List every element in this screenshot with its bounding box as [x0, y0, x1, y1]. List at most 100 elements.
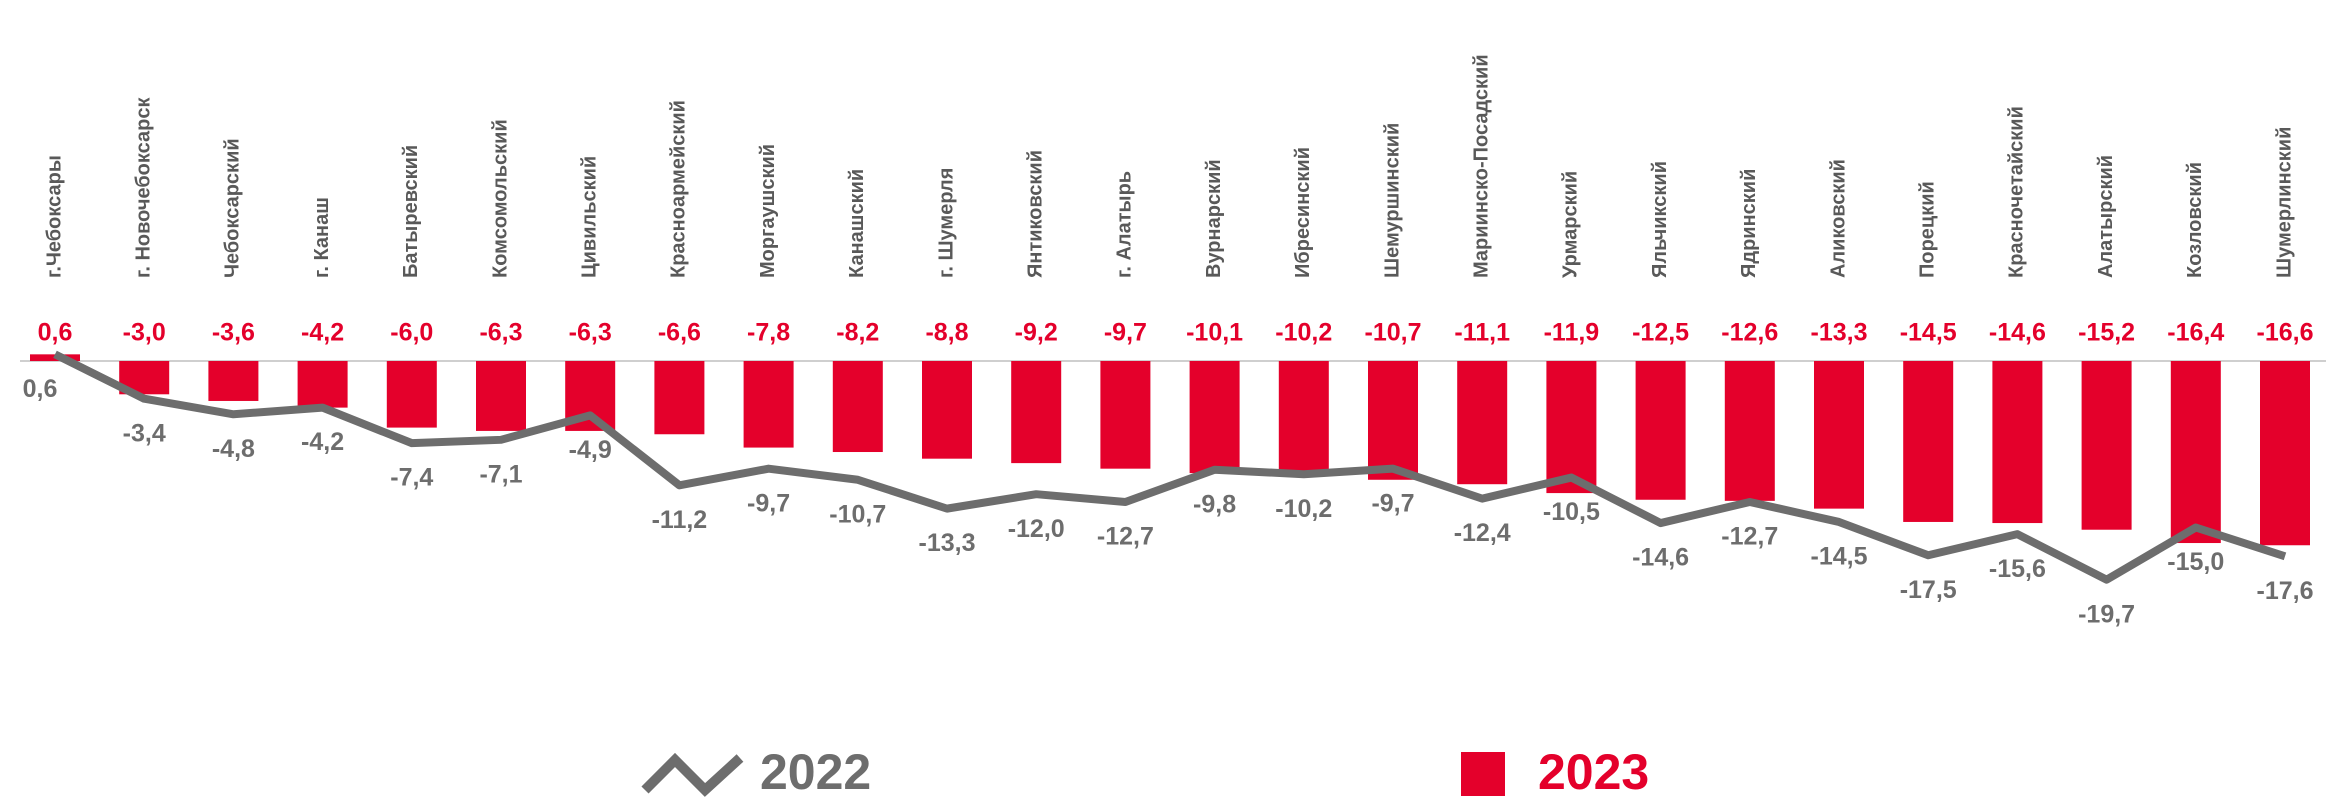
- line-value-label: -12,7: [1097, 523, 1154, 551]
- category-label: Ядринский: [1738, 169, 1760, 278]
- line-value-label: -9,7: [747, 489, 790, 517]
- bar: [922, 361, 972, 459]
- category-label: Красночетайский: [2006, 106, 2028, 278]
- bar-value-label: -9,7: [1104, 319, 1147, 347]
- legend-label: 2023: [1538, 744, 1649, 797]
- bar: [1635, 361, 1686, 500]
- line-value-label: -12,4: [1454, 519, 1511, 547]
- bar: [1724, 361, 1775, 501]
- bar: [2081, 361, 2132, 530]
- line-value-label: -7,1: [479, 460, 522, 488]
- category-label: Чебоксарский: [222, 138, 244, 278]
- bar-value-label: -16,4: [2167, 319, 2224, 347]
- bar-value-label: -14,6: [1989, 319, 2046, 347]
- category-label: Аликовский: [1827, 159, 1849, 278]
- bar-value-label: -8,8: [925, 319, 968, 347]
- bar: [1368, 361, 1418, 480]
- bar: [297, 361, 348, 408]
- bar-value-label: -6,3: [569, 319, 612, 347]
- bar-value-label: -8,2: [836, 319, 879, 347]
- bar-value-label: -13,3: [1811, 319, 1868, 347]
- category-label: г. Канаш: [311, 197, 333, 278]
- line-value-label: -7,4: [390, 464, 433, 492]
- category-label: Козловский: [2184, 162, 2206, 278]
- category-label: Ибресинский: [1292, 147, 1314, 278]
- bar-value-label: -6,6: [658, 319, 701, 347]
- line-value-label: -14,6: [1632, 544, 1689, 572]
- category-label: Яльчикский: [1649, 161, 1671, 278]
- bar: [654, 361, 705, 435]
- line-value-label: -10,7: [829, 500, 886, 528]
- category-label: Моргаушский: [757, 144, 779, 278]
- line-value-label: -10,2: [1275, 495, 1332, 523]
- line-value-label: -4,9: [569, 436, 612, 464]
- line-value-label: -17,5: [1900, 576, 1957, 604]
- bar: [1992, 361, 2043, 524]
- bar: [1100, 361, 1151, 469]
- line-value-label: -9,7: [1371, 489, 1414, 517]
- bar-value-label: -16,6: [2257, 319, 2314, 347]
- bar-value-label: -11,9: [1544, 319, 1600, 347]
- bar: [1546, 361, 1597, 494]
- line-value-label: -12,0: [1008, 515, 1065, 543]
- bar-value-label: -12,5: [1632, 319, 1689, 347]
- bar-value-label: -9,2: [1015, 319, 1058, 347]
- bar-value-label: -10,2: [1275, 319, 1332, 347]
- bar-value-label: -7,8: [747, 319, 790, 347]
- line-value-label: -14,5: [1811, 543, 1868, 571]
- line-value-label: -12,7: [1721, 523, 1778, 551]
- bar-value-label: -11,1: [1454, 319, 1510, 347]
- legend-line-icon: [641, 752, 744, 797]
- category-label: Алатырский: [2095, 155, 2117, 278]
- bar: [1903, 361, 1954, 522]
- bar-value-label: 0,6: [38, 319, 73, 347]
- bar: [386, 361, 437, 428]
- bar: [1011, 361, 1062, 464]
- bar: [476, 361, 526, 431]
- category-label: г. Алатырь: [1114, 171, 1136, 278]
- line-value-label: -15,6: [1989, 555, 2046, 583]
- category-label: Шумерлинский: [2273, 127, 2295, 278]
- category-label: г.Чебоксары: [43, 155, 65, 278]
- bar: [1814, 361, 1864, 509]
- category-label: Шемуршинский: [1381, 123, 1403, 278]
- bar-value-label: -10,7: [1365, 319, 1422, 347]
- line-value-label: -10,5: [1543, 498, 1600, 526]
- legend-label: 2022: [760, 744, 871, 797]
- bar: [1189, 361, 1240, 474]
- bar: [2260, 361, 2310, 546]
- category-label: Батыревский: [400, 145, 422, 278]
- bar-value-label: -6,0: [390, 319, 433, 347]
- category-label: г. Шумерля: [935, 168, 957, 278]
- category-label: Цивильский: [578, 156, 600, 278]
- legend-swatch: [1461, 752, 1505, 796]
- category-label: Мариинско-Посадский: [1470, 54, 1492, 278]
- line-value-label: -15,0: [2167, 548, 2224, 576]
- category-label: Канашский: [846, 169, 868, 278]
- line-value-label: 0,6: [23, 375, 58, 403]
- bar-value-label: -14,5: [1900, 319, 1957, 347]
- bar-value-label: -6,3: [479, 319, 522, 347]
- category-label: Янтиковский: [1024, 150, 1046, 278]
- category-label: Порецкий: [1916, 181, 1938, 278]
- line-value-label: -4,8: [212, 435, 255, 463]
- bar-value-label: -15,2: [2078, 319, 2135, 347]
- bar: [1457, 361, 1508, 485]
- bar: [1278, 361, 1329, 475]
- category-label: Урмарский: [1560, 171, 1582, 278]
- bar-value-label: -12,6: [1721, 319, 1778, 347]
- bar-value-label: -10,1: [1186, 319, 1243, 347]
- line-value-label: -9,8: [1193, 490, 1236, 518]
- bar: [2170, 361, 2221, 544]
- category-label: Комсомольский: [489, 119, 511, 278]
- category-label: Красноармейский: [668, 100, 690, 278]
- bar-value-label: -3,6: [212, 319, 255, 347]
- line-value-label: -11,2: [652, 506, 708, 534]
- category-label: г. Новочебоксарск: [132, 97, 154, 278]
- line-value-label: -17,6: [2257, 577, 2314, 605]
- bar-value-label: -4,2: [301, 319, 344, 347]
- line-value-label: -13,3: [919, 529, 976, 557]
- line: [53, 350, 2287, 584]
- line-value-label: -3,4: [123, 419, 166, 447]
